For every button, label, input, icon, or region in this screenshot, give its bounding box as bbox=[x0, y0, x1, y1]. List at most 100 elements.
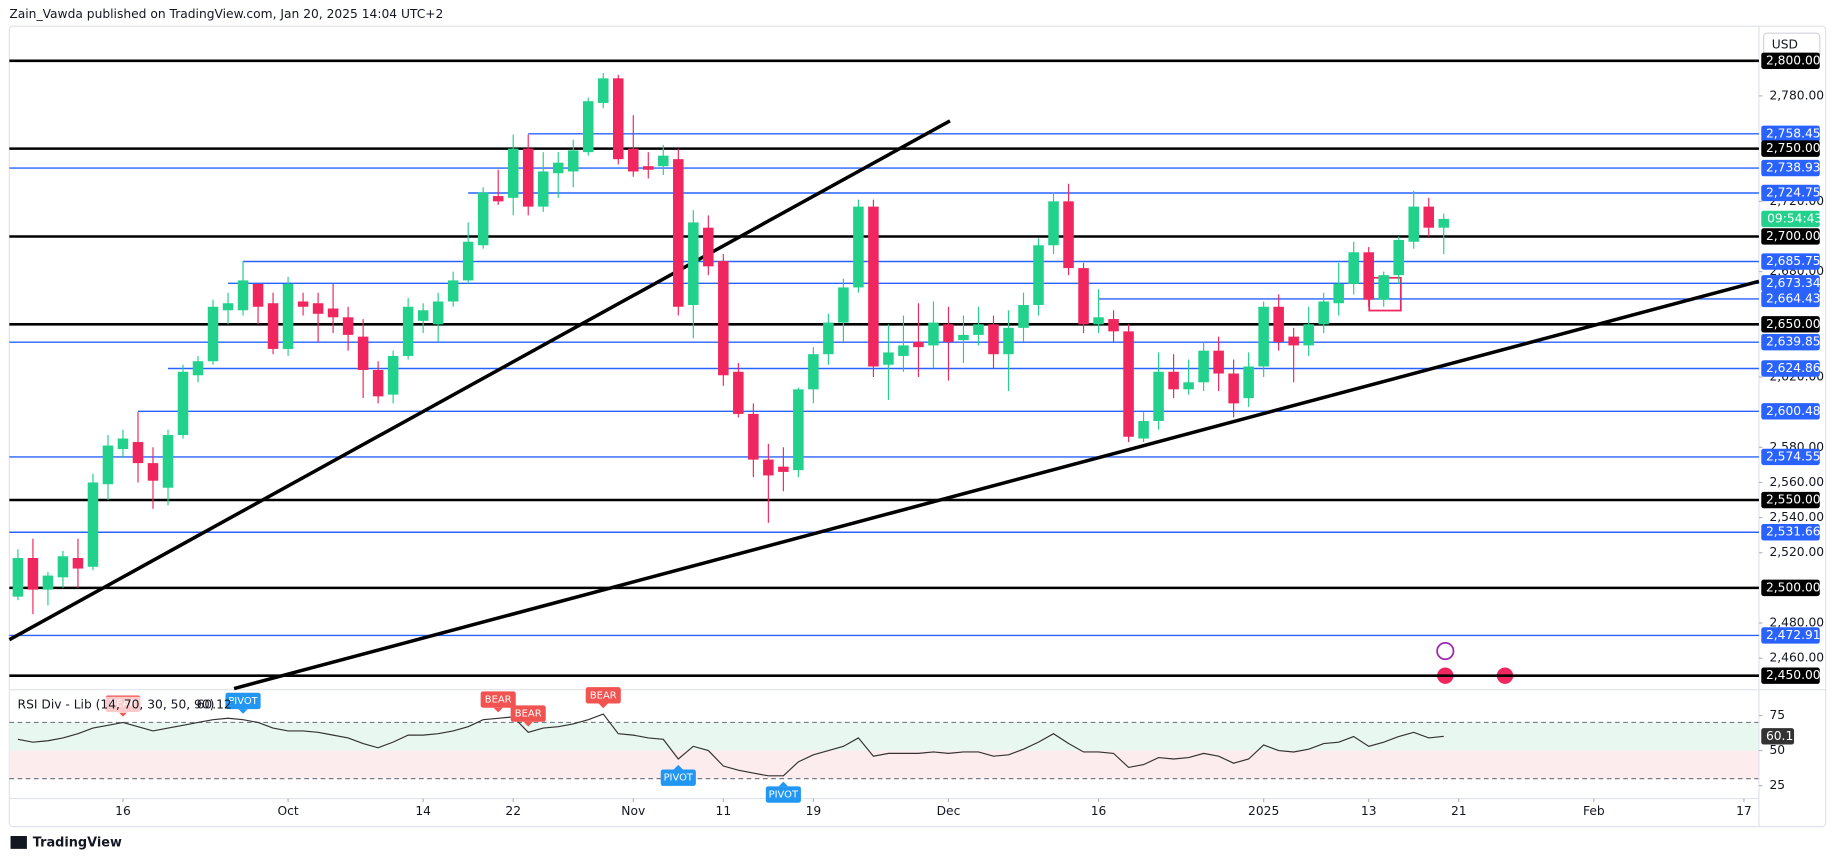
level-label: 2,750.00 bbox=[1766, 141, 1821, 155]
rsi-lower-band bbox=[9, 750, 1759, 779]
candle-body bbox=[1183, 382, 1194, 390]
candle-body bbox=[1408, 206, 1419, 242]
countdown: 09:54:43 bbox=[1767, 211, 1822, 225]
level-label-box bbox=[1761, 125, 1820, 142]
candle-body bbox=[132, 442, 144, 464]
annotation-pointer bbox=[238, 709, 248, 714]
y-tick-label: 2,520.00 bbox=[1769, 545, 1824, 559]
level-label-box bbox=[1761, 140, 1820, 157]
annotation-label: BEAR bbox=[515, 709, 542, 720]
candle-body bbox=[853, 206, 864, 288]
level-label: 2,738.93 bbox=[1766, 161, 1821, 175]
candle-body bbox=[1333, 283, 1344, 304]
candle-body bbox=[147, 463, 159, 481]
level-label: 2,758.45 bbox=[1766, 126, 1821, 140]
annotation-label: BEAR bbox=[485, 695, 512, 706]
candle-body bbox=[162, 435, 174, 488]
candle-body bbox=[327, 308, 339, 318]
x-tick-label: 22 bbox=[505, 804, 521, 818]
annotation-pointer bbox=[778, 781, 789, 787]
level-label: 2,800.00 bbox=[1766, 53, 1821, 67]
level-label-box bbox=[1761, 524, 1820, 541]
annotation-label: PIVOT bbox=[228, 696, 258, 707]
currency: USD bbox=[1772, 37, 1798, 51]
candle-body bbox=[883, 352, 894, 365]
candle-body bbox=[567, 150, 579, 172]
rsi-y-tick-label: 25 bbox=[1769, 778, 1785, 792]
level-label: 2,550.00 bbox=[1766, 493, 1821, 507]
candle-body bbox=[507, 148, 519, 198]
candle-body bbox=[958, 334, 969, 341]
level-label-box bbox=[1761, 448, 1820, 466]
y-tick-label: 2,780.00 bbox=[1769, 88, 1824, 102]
x-tick-label: 2025 bbox=[1248, 804, 1279, 818]
x-tick-label: 21 bbox=[1451, 804, 1467, 818]
candle-body bbox=[808, 354, 819, 390]
candle-body bbox=[1318, 301, 1329, 325]
candle-body bbox=[42, 575, 54, 590]
candle-body bbox=[913, 341, 924, 348]
candle-body bbox=[1393, 239, 1404, 276]
rsi-background bbox=[9, 721, 1759, 780]
candle-body bbox=[1363, 252, 1374, 300]
rsi-value: 60.12 bbox=[197, 697, 232, 711]
candle-body bbox=[267, 303, 279, 349]
x-tick-label: Dec bbox=[937, 804, 961, 818]
level-label: 2,724.75 bbox=[1766, 185, 1821, 199]
candle-body bbox=[613, 78, 624, 160]
candle-body bbox=[342, 317, 354, 335]
candle-body bbox=[748, 413, 759, 460]
candle-body bbox=[552, 162, 564, 174]
rsi-y-tick-label: 75 bbox=[1769, 708, 1785, 722]
countdown-box bbox=[1761, 210, 1820, 228]
candle-body bbox=[207, 306, 219, 362]
candle-body bbox=[492, 196, 504, 202]
level-label: 2,600.48 bbox=[1766, 404, 1821, 418]
candle-body bbox=[537, 171, 549, 207]
candle-body bbox=[1123, 331, 1134, 437]
x-tick-label: 11 bbox=[716, 804, 732, 818]
level-label-box bbox=[1761, 403, 1820, 420]
annotation-pointer bbox=[673, 764, 683, 770]
x-tick-label: 19 bbox=[806, 804, 822, 818]
candle-body bbox=[943, 324, 954, 342]
candle-body bbox=[72, 558, 84, 569]
candle-body bbox=[733, 371, 744, 414]
candle-body bbox=[793, 389, 804, 471]
candle-body bbox=[1423, 206, 1435, 228]
candle-body bbox=[868, 206, 879, 367]
annotation-label: PIVOT bbox=[769, 790, 799, 801]
x-tick-label: 16 bbox=[115, 804, 131, 818]
level-label: 2,650.00 bbox=[1766, 317, 1821, 331]
candle-body bbox=[1348, 252, 1359, 284]
level-label: 2,500.00 bbox=[1766, 580, 1821, 594]
level-label: 2,700.00 bbox=[1766, 229, 1821, 243]
candle-body bbox=[597, 78, 609, 103]
candle-body bbox=[928, 322, 939, 346]
candle-body bbox=[1063, 201, 1074, 269]
y-tick-label: 2,560.00 bbox=[1769, 475, 1824, 489]
y-tick-label: 2,460.00 bbox=[1769, 651, 1824, 665]
candle-body bbox=[477, 192, 489, 246]
level-label-box bbox=[1761, 253, 1820, 270]
level-label-box bbox=[1761, 52, 1820, 69]
candle-body bbox=[688, 222, 699, 305]
x-tick-label: 13 bbox=[1361, 804, 1377, 818]
annotation-label: PIVOT bbox=[664, 773, 694, 784]
candle-body bbox=[1168, 371, 1179, 390]
annotation-box bbox=[510, 705, 546, 722]
candle-body bbox=[1018, 304, 1029, 328]
x-tick-label: 16 bbox=[1091, 804, 1107, 818]
candle-body bbox=[1378, 275, 1389, 300]
candle-body bbox=[1303, 324, 1314, 346]
header: Zain_Vawda published on TradingView.com,… bbox=[9, 7, 443, 21]
candle-body bbox=[1213, 350, 1224, 374]
level-label-box bbox=[1761, 579, 1820, 597]
level-label-box bbox=[1761, 159, 1820, 177]
candle-body bbox=[763, 459, 774, 476]
level-label: 2,664.43 bbox=[1766, 291, 1821, 305]
candle-body bbox=[297, 301, 309, 307]
candle-body bbox=[402, 306, 414, 356]
candle-body bbox=[357, 336, 369, 371]
